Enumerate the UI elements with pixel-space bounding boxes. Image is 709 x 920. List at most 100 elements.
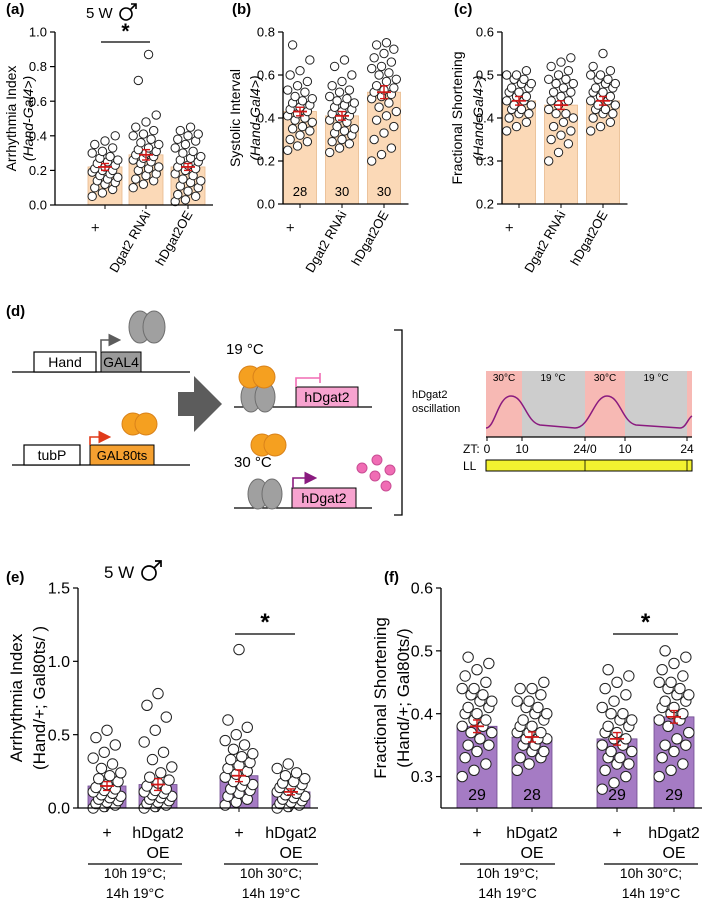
- data-point: [614, 752, 626, 764]
- data-point: [131, 174, 141, 184]
- data-point: [154, 162, 164, 172]
- data-point: [97, 146, 108, 157]
- data-point: [502, 70, 512, 80]
- data-point: [337, 76, 347, 87]
- panel-label-f: (f): [384, 569, 399, 586]
- data-point: [590, 83, 601, 93]
- free-gal80-icon: [250, 433, 287, 457]
- data-point: [334, 87, 345, 97]
- data-point: [532, 701, 544, 714]
- data-point: [595, 70, 606, 80]
- data-point: [568, 78, 578, 89]
- age-label-e: 5 W: [104, 563, 134, 582]
- n-label-4: 29: [665, 787, 683, 804]
- data-point: [556, 57, 566, 67]
- active-promoter-arrow-icon: [292, 471, 318, 488]
- panel-label-a: (a): [6, 1, 24, 18]
- data-point: [517, 714, 529, 726]
- data-point: [384, 68, 394, 78]
- data-point: [327, 81, 337, 91]
- data-point: [602, 664, 614, 676]
- data-point: [325, 91, 335, 102]
- data-point: [283, 145, 293, 155]
- data-point: [586, 96, 596, 106]
- zt-tick-1: 10: [515, 442, 529, 456]
- data-point: [113, 155, 123, 165]
- gal4-box: [100, 351, 142, 373]
- y-axis-label-line1: Systolic Interval: [227, 69, 243, 167]
- data-point: [653, 770, 665, 783]
- gal4-gal80-complex-icon: [238, 365, 276, 413]
- data-point: [389, 44, 399, 54]
- data-point: [511, 764, 523, 776]
- age-label-a: 5 W: [86, 5, 114, 22]
- age-marker-a: 5 W: [86, 3, 137, 22]
- data-point: [611, 676, 623, 688]
- data-point: [588, 113, 598, 123]
- data-point: [160, 711, 172, 723]
- data-point: [474, 733, 486, 745]
- y-tick-label: 0.0: [29, 198, 47, 213]
- data-point: [553, 147, 564, 158]
- data-point: [544, 104, 554, 115]
- data-point: [339, 55, 350, 65]
- y-axis-label-line2: (Hand/+; Gal80ts/): [394, 628, 413, 767]
- data-point: [605, 745, 617, 758]
- data-point: [471, 664, 483, 676]
- gal80ts-protein-icon: [121, 412, 158, 436]
- n-label-2: 30: [335, 184, 349, 199]
- temp-high-label: 30 °C: [234, 454, 272, 471]
- data-point: [563, 139, 574, 149]
- data-point: [391, 106, 401, 117]
- data-point: [483, 657, 495, 670]
- data-point: [521, 117, 532, 128]
- data-point: [285, 70, 295, 80]
- data-point: [381, 111, 392, 121]
- y-axis-label-line2: (Hand-Gal4>): [20, 76, 36, 161]
- data-point: [136, 138, 146, 148]
- hdgat2-label-30c: hDgat2: [301, 490, 346, 506]
- tubp-promoter-arrow-icon: [89, 430, 112, 445]
- category-label-3: +: [234, 825, 243, 842]
- data-point: [87, 148, 97, 158]
- category-label-line: hDgat2: [265, 825, 317, 842]
- data-point: [344, 85, 355, 95]
- data-point: [538, 745, 550, 758]
- data-point: [605, 66, 616, 76]
- data-point: [175, 125, 186, 136]
- data-point: [526, 682, 538, 695]
- oscillation-trace: [485, 395, 693, 429]
- data-point: [468, 682, 480, 695]
- y-axis-label-line1: Arrhythmia Index: [7, 633, 26, 762]
- segment-label-1: 30°C: [493, 373, 515, 384]
- category-label-line: hDgat2: [648, 825, 700, 842]
- ll-bar: [485, 459, 693, 472]
- data-point: [459, 670, 471, 682]
- data-point: [480, 758, 492, 770]
- y-tick-label: 0.6: [29, 94, 47, 109]
- data-point: [193, 129, 203, 139]
- data-point: [236, 750, 248, 763]
- y-tick-label: 0.4: [411, 706, 433, 723]
- group-label-1-line1: 10h 19°C;: [476, 865, 538, 881]
- data-point: [566, 53, 576, 63]
- segment-label-4: 19 °C: [643, 373, 668, 384]
- data-point: [110, 131, 120, 141]
- n-label-3: 29: [608, 787, 626, 804]
- chart-arrhythmia-index-e: Arrhythmia Index (Hand/+; Gal80ts/ ) 0.0 0.…: [7, 581, 318, 901]
- data-point: [178, 174, 188, 184]
- data-point: [327, 136, 337, 147]
- significance-star: *: [260, 609, 270, 636]
- data-point: [588, 61, 598, 72]
- n-label-2: 28: [523, 787, 541, 804]
- data-point: [566, 87, 576, 97]
- data-point: [389, 121, 399, 132]
- bracket: [394, 329, 403, 516]
- data-point: [138, 129, 149, 139]
- y-tick-label: 0.5: [476, 68, 494, 83]
- data-point: [480, 714, 492, 726]
- data-point: [563, 66, 574, 76]
- data-point: [166, 761, 178, 773]
- data-point: [677, 670, 689, 682]
- data-point: [548, 87, 559, 97]
